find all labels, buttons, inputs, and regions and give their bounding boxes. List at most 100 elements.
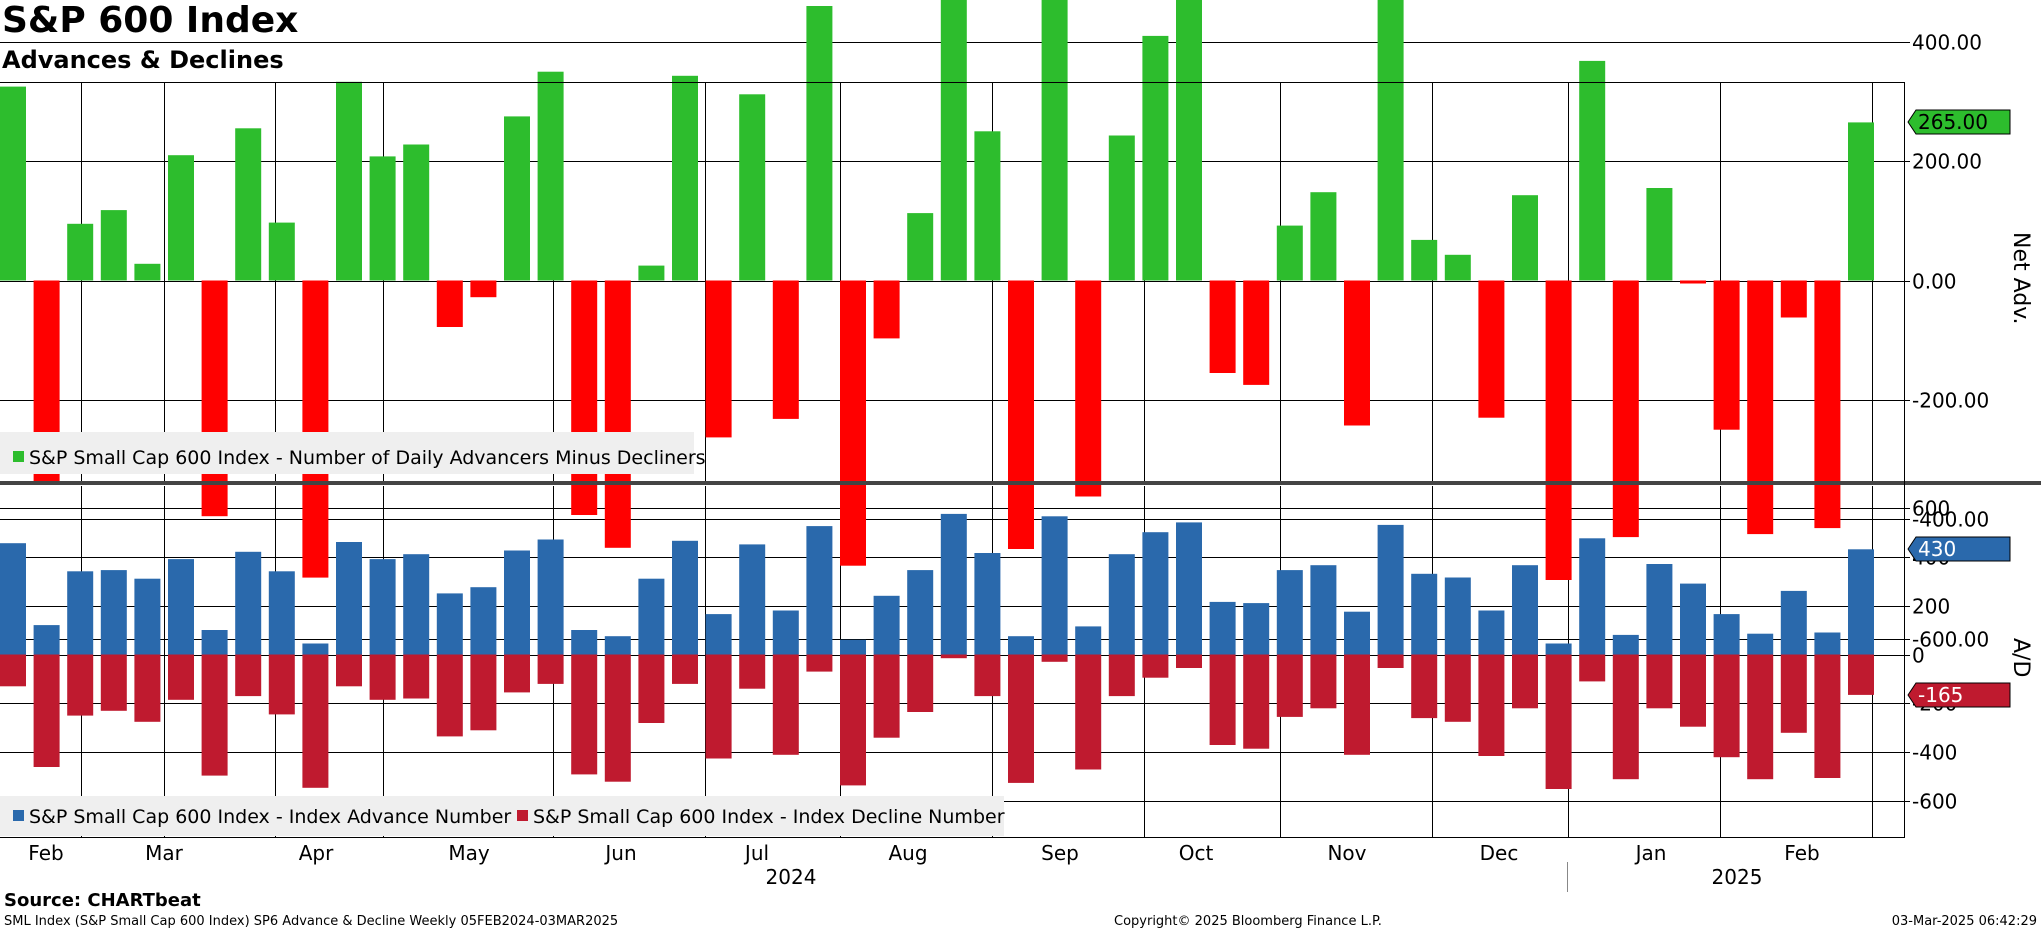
advance-bar — [268, 571, 295, 655]
net-adv-bar-negative — [1680, 280, 1706, 284]
decline-bar — [1243, 654, 1270, 749]
net-adv-bar-positive — [974, 131, 1001, 281]
year-label-2024: 2024 — [766, 865, 817, 889]
net-adv-bar-positive — [638, 265, 665, 281]
advance-bar — [33, 625, 60, 655]
decline-bar — [638, 654, 665, 723]
net-adv-bar-positive — [504, 116, 530, 281]
ytick-label-top: -200.00 — [1912, 389, 1989, 413]
advance-bar — [672, 540, 698, 655]
month-label: Feb — [28, 841, 63, 865]
decline-bar — [1478, 654, 1505, 756]
ytick-label-top: -400.00 — [1912, 508, 1989, 532]
decline-bar — [235, 654, 262, 697]
decline-bar — [1108, 654, 1135, 697]
grid-layer — [0, 42, 1904, 838]
net-adv-bar-positive — [940, 0, 967, 281]
net-adv-bar-negative — [1008, 280, 1034, 549]
decline-bar — [739, 654, 766, 689]
advance-bar — [1478, 610, 1505, 655]
decline-bar — [1041, 654, 1068, 662]
net-adv-bar-negative — [1075, 280, 1102, 497]
net-adv-bar-negative — [873, 280, 900, 339]
month-label: Feb — [1784, 841, 1819, 865]
advance-bar — [873, 595, 900, 655]
ytick-label-bottom: 600 — [1912, 497, 1950, 521]
decline-bar — [302, 654, 329, 788]
net-adv-bar-negative — [1713, 280, 1740, 430]
decline-bar — [403, 654, 430, 699]
decline-bar — [1680, 654, 1706, 727]
decline-bar — [1612, 654, 1639, 780]
advance-bar — [1243, 603, 1270, 655]
decline-bar — [1411, 654, 1438, 719]
decline-bar — [268, 654, 295, 715]
advance-bar — [1512, 565, 1538, 655]
net-adv-bar-negative — [1612, 280, 1639, 538]
legend-layer: S&P Small Cap 600 Index - Number of Dail… — [0, 432, 1005, 836]
advance-bar — [436, 593, 463, 655]
advance-bar — [1041, 516, 1068, 655]
net-adv-bar-positive — [672, 75, 698, 281]
legend-label-net-adv: S&P Small Cap 600 Index - Number of Dail… — [29, 447, 706, 469]
decline-bar — [1377, 654, 1404, 668]
advance-bar — [1848, 549, 1874, 655]
net-adv-bar-negative — [201, 280, 228, 517]
net-adv-bar-positive — [1041, 0, 1068, 281]
advance-bar — [1780, 590, 1807, 655]
decline-bar — [806, 654, 833, 672]
net-adv-bar-positive — [1310, 192, 1337, 281]
advance-bar — [739, 544, 766, 655]
decline-bar — [1444, 654, 1471, 722]
net-adv-bar-negative — [1344, 280, 1370, 426]
source-note: Source: CHARTbeat — [4, 890, 201, 911]
ytick-label-bottom: 200 — [1912, 595, 1950, 619]
decline-bar — [134, 654, 161, 722]
advance-bar — [1176, 522, 1202, 655]
last-advance-tag — [1907, 536, 2011, 562]
month-label: Jul — [743, 841, 769, 865]
legend-swatch-advance — [13, 810, 24, 821]
advance-bar — [1008, 636, 1034, 655]
month-label: Jun — [603, 841, 636, 865]
net-adv-bar-positive — [1377, 0, 1404, 281]
net-adv-bar-positive — [1848, 122, 1874, 281]
decline-bar — [67, 654, 94, 716]
year-label-2025: 2025 — [1712, 865, 1763, 889]
advance-bar — [1713, 614, 1740, 655]
ytick-label-bottom: -400 — [1912, 741, 1957, 765]
legend-box-bottom — [0, 796, 1004, 836]
net-adv-bar-negative — [1747, 280, 1774, 535]
decline-bar — [1176, 654, 1202, 668]
ytick-label-top: 0.00 — [1912, 270, 1957, 294]
net-adv-bar-positive — [537, 71, 564, 281]
net-adv-bar-negative — [1243, 280, 1270, 385]
net-adv-bar-positive — [1142, 35, 1169, 281]
decline-bar — [504, 654, 530, 693]
decline-bar — [1512, 654, 1538, 709]
advance-bar — [134, 578, 161, 655]
month-label: Aug — [888, 841, 927, 865]
net-adv-bar-positive — [336, 81, 362, 281]
decline-bar — [1310, 654, 1337, 709]
month-label: Mar — [145, 841, 184, 865]
advance-bar — [1377, 524, 1404, 655]
decline-bar — [0, 654, 26, 687]
advance-bar — [504, 550, 530, 655]
net-adv-bar-positive — [739, 94, 766, 281]
net-adv-bar-negative — [571, 280, 598, 515]
decline-bar — [1780, 654, 1807, 733]
decline-bar — [1747, 654, 1774, 780]
footer-timestamp: 03-Mar-2025 06:42:29 — [1891, 914, 2037, 929]
decline-bar — [537, 654, 564, 684]
month-label: Apr — [299, 841, 334, 865]
advance-bar — [100, 570, 127, 655]
decline-bar — [436, 654, 463, 737]
net-adv-bar-positive — [1512, 195, 1538, 281]
advance-bar — [336, 542, 362, 655]
ytick-label-top: 200.00 — [1912, 150, 1982, 174]
ad-bars — [0, 513, 1874, 789]
advance-bar — [1411, 573, 1438, 655]
net-adv-bar-positive — [1444, 254, 1471, 281]
